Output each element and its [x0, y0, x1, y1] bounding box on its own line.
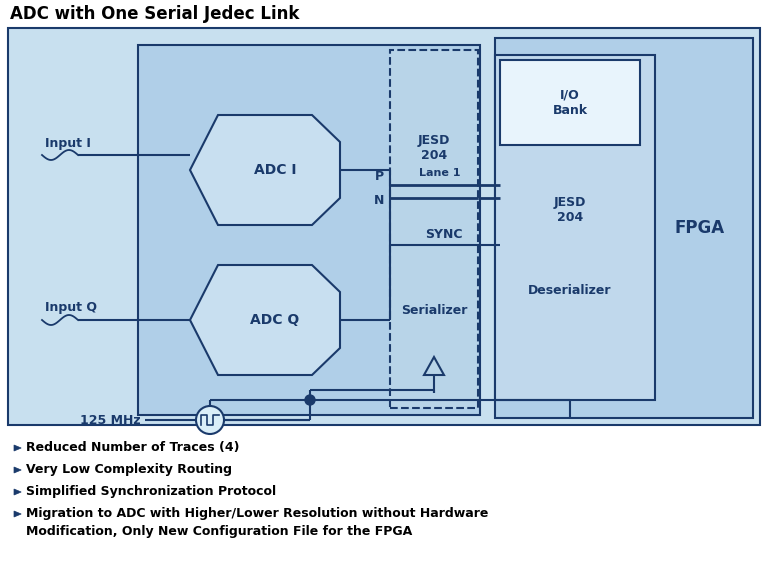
Bar — [8, 28, 760, 425]
Text: SYNC: SYNC — [425, 228, 463, 241]
Polygon shape — [190, 265, 340, 375]
Text: ADC with One Serial Jedec Link: ADC with One Serial Jedec Link — [10, 5, 300, 23]
Text: Modification, Only New Configuration File for the FPGA: Modification, Only New Configuration Fil… — [26, 525, 412, 538]
Text: Serializer: Serializer — [401, 303, 467, 316]
Polygon shape — [14, 511, 22, 517]
Text: I/O
Bank: I/O Bank — [552, 89, 588, 117]
Bar — [138, 45, 480, 415]
Text: Very Low Complexity Routing: Very Low Complexity Routing — [26, 464, 232, 477]
Bar — [495, 55, 655, 400]
Text: N: N — [373, 194, 384, 207]
Text: FPGA: FPGA — [675, 219, 725, 237]
Bar — [390, 50, 478, 408]
Text: ADC I: ADC I — [254, 163, 296, 177]
Text: ADC Q: ADC Q — [250, 313, 300, 327]
Polygon shape — [190, 115, 340, 225]
Text: P: P — [375, 170, 384, 184]
Text: Input I: Input I — [45, 137, 91, 150]
Text: JESD
204: JESD 204 — [418, 134, 450, 162]
Polygon shape — [14, 445, 22, 451]
Bar — [500, 60, 640, 145]
Text: Input Q: Input Q — [45, 302, 97, 315]
Text: Migration to ADC with Higher/Lower Resolution without Hardware: Migration to ADC with Higher/Lower Resol… — [26, 508, 488, 521]
Text: JESD
204: JESD 204 — [554, 196, 586, 224]
Circle shape — [305, 395, 315, 405]
Text: Deserializer: Deserializer — [528, 284, 611, 296]
Polygon shape — [14, 467, 22, 473]
Text: Simplified Synchronization Protocol: Simplified Synchronization Protocol — [26, 485, 276, 498]
Text: Lane 1: Lane 1 — [419, 168, 460, 178]
Text: 125 MHz: 125 MHz — [80, 413, 141, 427]
Bar — [495, 38, 753, 418]
Circle shape — [196, 406, 224, 434]
Text: Reduced Number of Traces (4): Reduced Number of Traces (4) — [26, 441, 239, 454]
Polygon shape — [14, 489, 22, 495]
